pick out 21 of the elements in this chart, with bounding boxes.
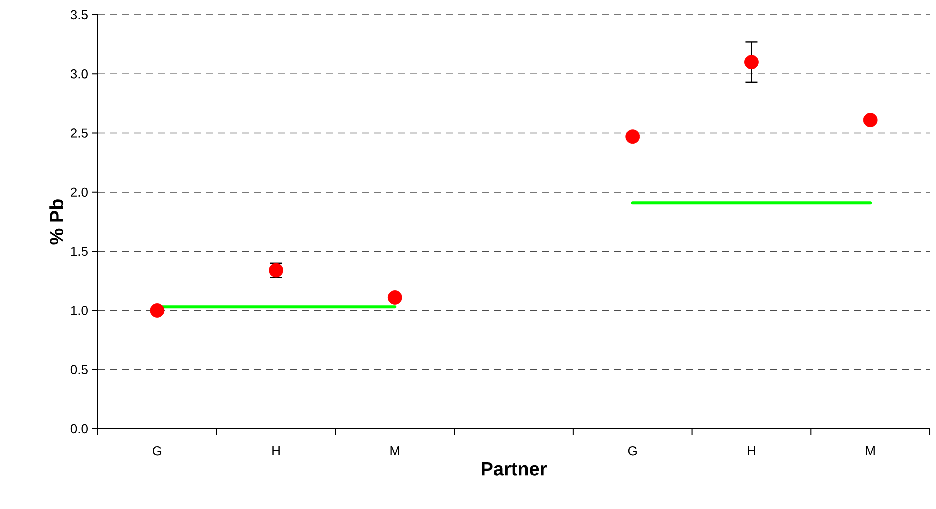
x-tick-label: G — [628, 446, 637, 456]
y-tick-label: 2.0 — [71, 188, 88, 198]
y-tick-label: 0.0 — [70, 424, 88, 434]
x-tick-label: M — [390, 446, 400, 456]
y-tick-label: 2.5 — [71, 128, 88, 138]
y-tick-label: 3.0 — [70, 70, 88, 79]
y-axis-title: % Pb — [50, 200, 64, 245]
x-axis-title: Partner — [482, 462, 547, 476]
point — [863, 113, 878, 128]
y-tick-label: 1.5 — [71, 247, 88, 256]
x-tick-label: H — [748, 446, 756, 456]
x-tick-label: M — [866, 446, 875, 456]
x-tick-label: G — [153, 446, 162, 456]
point — [388, 290, 402, 305]
y-tick-label: 3.5 — [70, 10, 88, 20]
x-tick-label: H — [272, 446, 280, 456]
point — [150, 304, 165, 318]
y-tick-label: 1.0 — [71, 306, 88, 316]
point — [626, 130, 640, 144]
y-tick-label: 0.5 — [70, 365, 88, 374]
point — [744, 55, 759, 70]
